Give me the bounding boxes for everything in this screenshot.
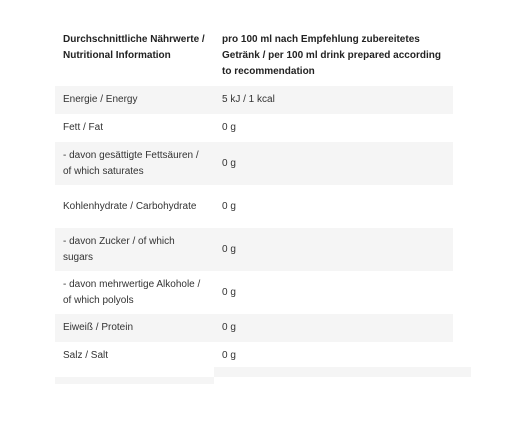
header-nutritional-information: Durchschnittliche Nährwerte / Nutritiona… bbox=[63, 34, 205, 61]
row-value-sugars: 0 g bbox=[214, 228, 453, 271]
row-label-energy: Energie / Energy bbox=[55, 86, 214, 114]
row-value-energy: 5 kJ / 1 kcal bbox=[214, 86, 453, 114]
table-row: Kohlenhydrate / Carbohydrate 0 g bbox=[55, 185, 453, 228]
row-label-polyols: - davon mehrwertige Alkohole / of which … bbox=[55, 271, 214, 314]
row-label-carbohydrate: Kohlenhydrate / Carbohydrate bbox=[55, 185, 214, 228]
table-footer-band-right bbox=[214, 367, 471, 377]
table-row: - davon mehrwertige Alkohole / of which … bbox=[55, 271, 453, 314]
table-row: - davon Zucker / of which sugars 0 g bbox=[55, 228, 453, 271]
row-label-protein: Eiweiß / Protein bbox=[55, 314, 214, 342]
row-value-polyols: 0 g bbox=[214, 271, 453, 314]
row-value-fat: 0 g bbox=[214, 114, 453, 142]
nutrition-table: Durchschnittliche Nährwerte / Nutritiona… bbox=[55, 28, 453, 370]
table-footer-band-left bbox=[55, 377, 214, 384]
header-per-100ml: pro 100 ml nach Empfehlung zubereitetes … bbox=[222, 34, 441, 77]
table-row: Eiweiß / Protein 0 g bbox=[55, 314, 453, 342]
table-header-row: Durchschnittliche Nährwerte / Nutritiona… bbox=[55, 28, 453, 86]
row-value-salt: 0 g bbox=[214, 342, 453, 370]
table-row: - davon gesättigte Fettsäuren / of which… bbox=[55, 142, 453, 185]
nutrition-table-container: Durchschnittliche Nährwerte / Nutritiona… bbox=[55, 28, 453, 370]
row-label-salt: Salz / Salt bbox=[55, 342, 214, 370]
row-label-fat: Fett / Fat bbox=[55, 114, 214, 142]
table-row: Energie / Energy 5 kJ / 1 kcal bbox=[55, 86, 453, 114]
row-label-saturates: - davon gesättigte Fettsäuren / of which… bbox=[55, 142, 214, 185]
row-value-protein: 0 g bbox=[214, 314, 453, 342]
row-value-carbohydrate: 0 g bbox=[214, 185, 453, 228]
table-row: Salz / Salt 0 g bbox=[55, 342, 453, 370]
row-value-saturates: 0 g bbox=[214, 142, 453, 185]
row-label-sugars: - davon Zucker / of which sugars bbox=[55, 228, 214, 271]
table-row: Fett / Fat 0 g bbox=[55, 114, 453, 142]
